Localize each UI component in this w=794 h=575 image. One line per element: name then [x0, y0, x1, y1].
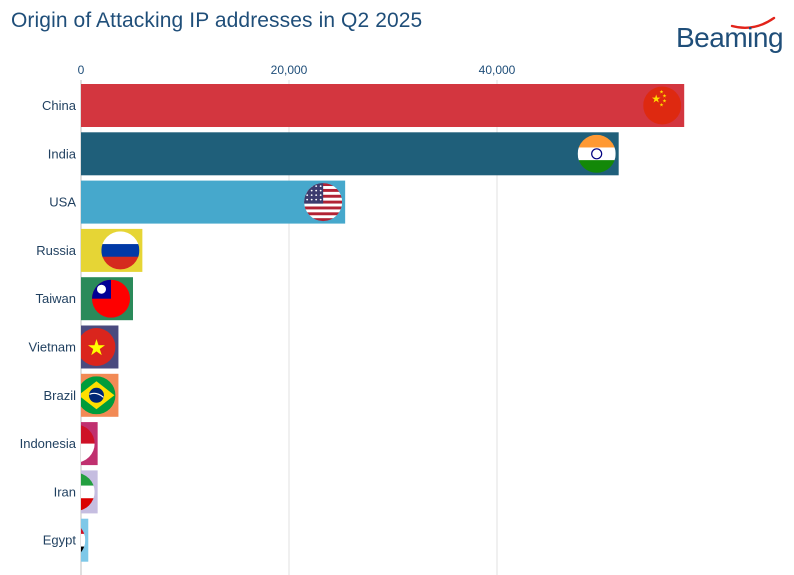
china-flag-icon: ★★★★★ — [643, 86, 682, 125]
brand-logo: Beaming — [676, 14, 784, 60]
svg-text:★: ★ — [87, 336, 107, 361]
x-tick-label: 0 — [78, 63, 85, 77]
svg-text:★: ★ — [659, 103, 664, 109]
chart-title: Origin of Attacking IP addresses in Q2 2… — [11, 9, 423, 32]
category-label: China — [42, 98, 77, 113]
vietnam-flag-icon: ★ — [81, 328, 116, 366]
bar-china[interactable] — [81, 84, 685, 127]
category-label: USA — [49, 195, 76, 210]
x-axis-ticks: 0 20,000 40,000 — [78, 63, 516, 77]
logo-swoosh-icon — [730, 16, 776, 29]
russia-flag-icon — [101, 231, 140, 270]
bars: ★★★★★★ — [81, 84, 685, 562]
svg-text:★: ★ — [659, 90, 664, 96]
india-flag-icon — [577, 134, 616, 173]
category-label: Vietnam — [29, 340, 76, 355]
category-label: Brazil — [43, 388, 76, 403]
usa-flag-icon — [304, 183, 343, 222]
category-label: Russia — [36, 243, 77, 258]
svg-text:★: ★ — [662, 99, 667, 105]
bar-usa[interactable] — [81, 180, 346, 224]
taiwan-flag-icon — [92, 279, 130, 318]
x-tick-label: 40,000 — [479, 63, 516, 77]
category-label: Taiwan — [36, 291, 76, 306]
category-label: Egypt — [43, 533, 77, 548]
category-label: India — [48, 146, 77, 161]
svg-text:★: ★ — [651, 93, 661, 106]
category-label: Indonesia — [20, 436, 77, 451]
brand-name: Beaming — [676, 22, 784, 53]
bar-india[interactable] — [81, 132, 619, 176]
x-tick-label: 20,000 — [271, 63, 308, 77]
category-label: Iran — [54, 484, 76, 499]
category-labels: China India USA Russia Taiwan Vietnam Brazil In… — [20, 98, 77, 548]
brazil-flag-icon — [81, 376, 116, 415]
svg-text:★: ★ — [662, 94, 667, 100]
